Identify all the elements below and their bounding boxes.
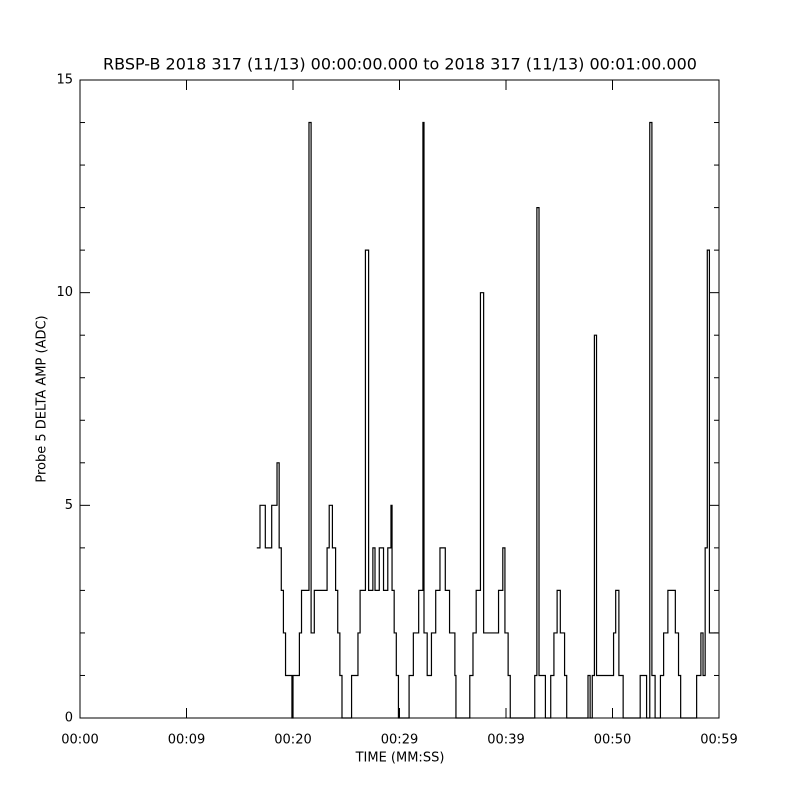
plot-frame bbox=[79, 79, 720, 719]
x-tick-label: 00:00 bbox=[61, 733, 98, 748]
y-tick-label: 0 bbox=[65, 711, 73, 726]
x-tick-label: 00:09 bbox=[168, 733, 205, 748]
x-tick-label: 00:20 bbox=[274, 733, 311, 748]
y-tick-label: 15 bbox=[56, 73, 73, 88]
data-line bbox=[256, 121, 718, 719]
y-tick-label: 10 bbox=[56, 285, 73, 300]
x-tick-label: 00:39 bbox=[487, 733, 524, 748]
x-tick-label: 00:50 bbox=[594, 733, 631, 748]
y-tick-label: 5 bbox=[65, 498, 73, 513]
x-axis-label: TIME (MM:SS) bbox=[355, 751, 445, 766]
x-tick-label: 00:29 bbox=[381, 733, 418, 748]
chart-title: RBSP-B 2018 317 (11/13) 00:00:00.000 to … bbox=[103, 55, 697, 74]
y-axis-label: Probe 5 DELTA AMP (ADC) bbox=[35, 315, 50, 482]
x-tick-label: 00:59 bbox=[700, 733, 737, 748]
